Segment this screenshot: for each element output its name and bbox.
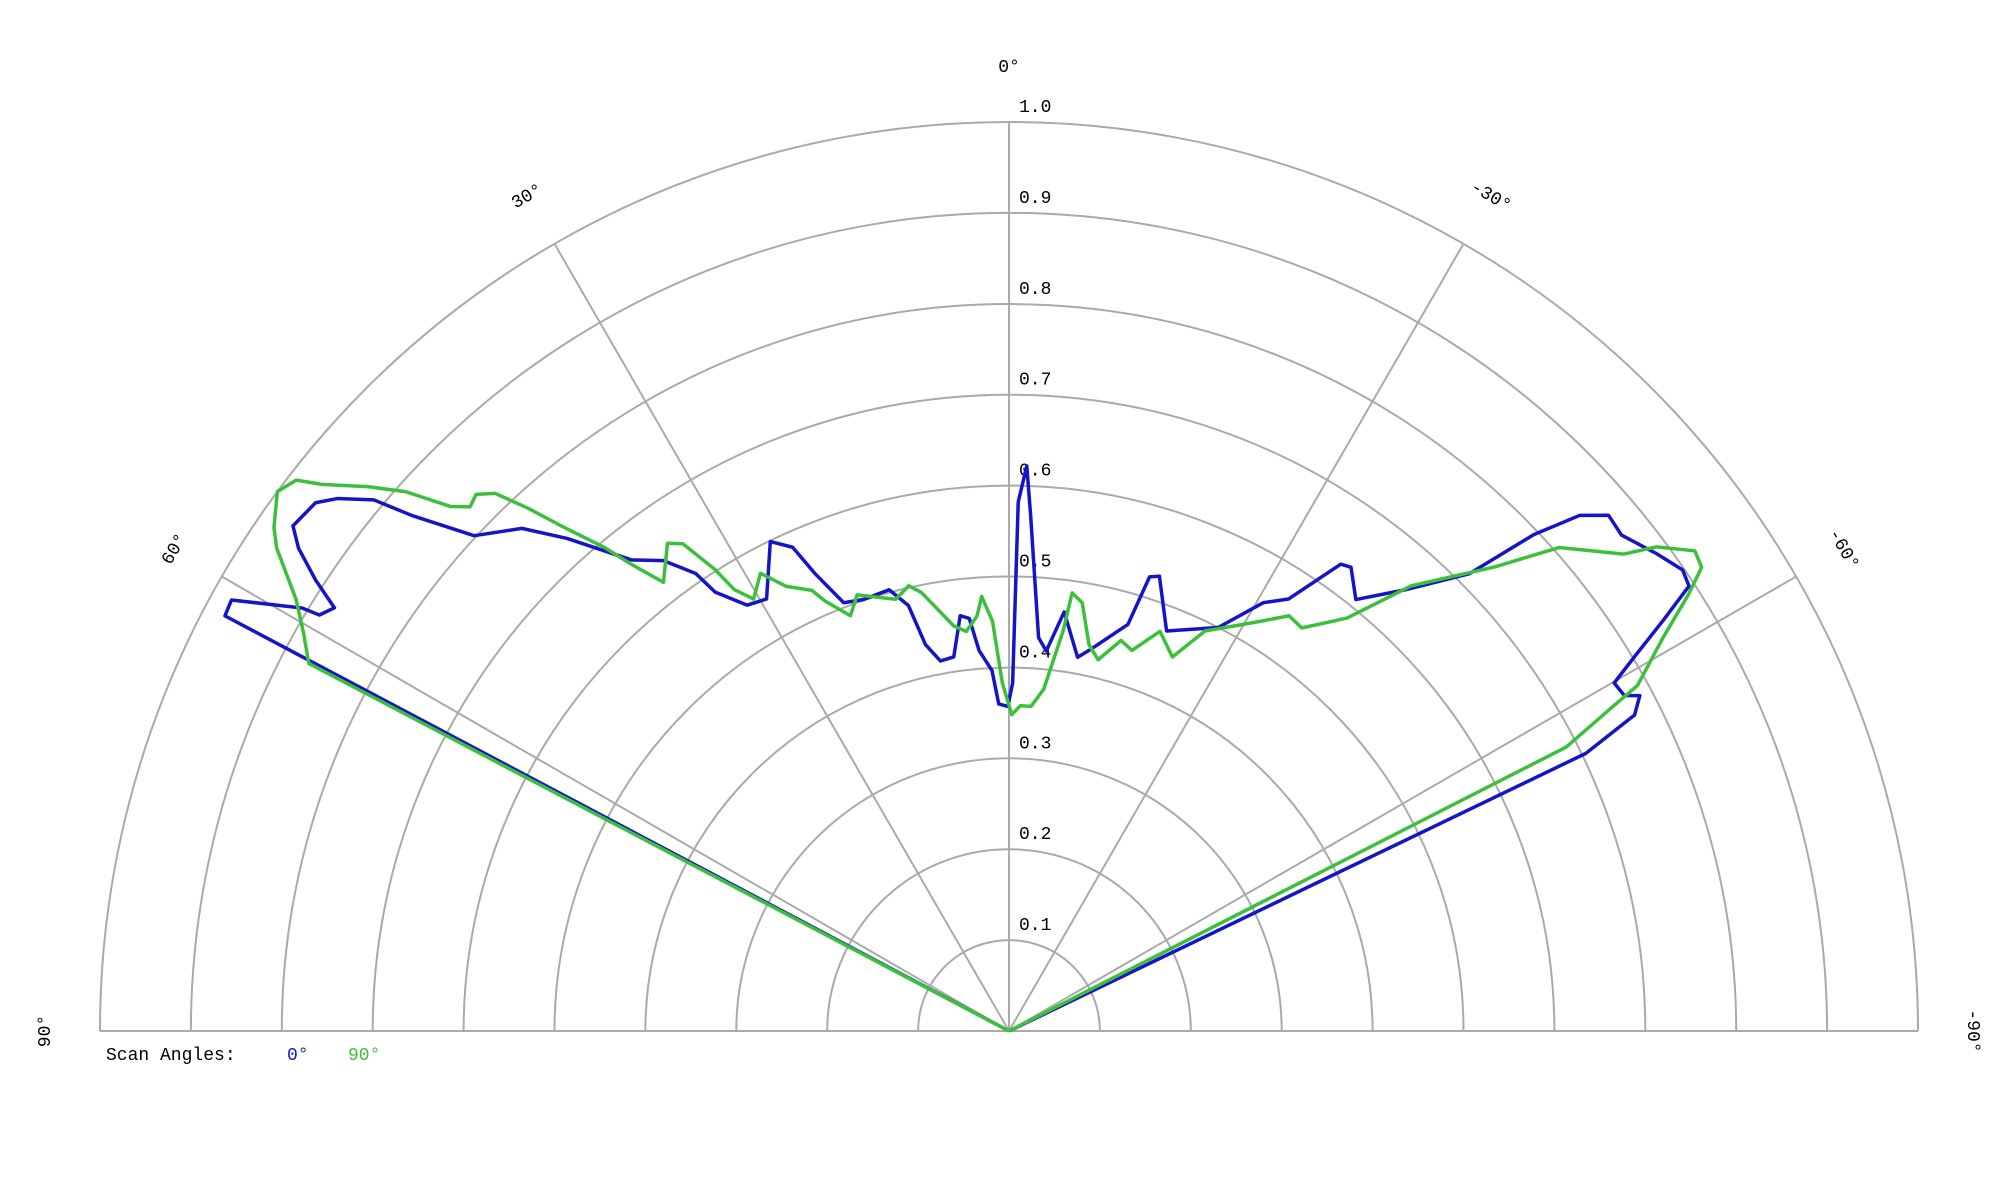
legend-entry: 0° <box>287 1046 309 1066</box>
r-tick-label: 1.0 <box>1019 98 1051 118</box>
grid-spoke <box>221 575 1010 1032</box>
series-line <box>223 464 1691 1033</box>
r-tick-label: 0.9 <box>1019 189 1051 209</box>
theta-tick-label: -90° <box>1962 1009 1982 1052</box>
legend-title: Scan Angles: <box>106 1046 236 1066</box>
theta-tick-label: -30° <box>1467 178 1514 217</box>
r-tick-label: 0.7 <box>1019 371 1051 391</box>
series-line <box>272 478 1704 1033</box>
grid-spoke <box>1008 243 1465 1032</box>
r-tick-label: 0.2 <box>1019 825 1051 845</box>
theta-tick-label: 60° <box>158 531 192 569</box>
theta-tick-label: 0° <box>998 58 1020 78</box>
theta-tick-label: 30° <box>509 180 547 214</box>
legend-entry: 90° <box>348 1046 380 1066</box>
theta-tick-label: -60° <box>1823 526 1862 573</box>
r-tick-label: 0.1 <box>1019 916 1051 936</box>
grid-spoke <box>1008 575 1797 1032</box>
r-tick-label: 0.8 <box>1019 280 1051 300</box>
grid-spoke <box>553 243 1010 1032</box>
theta-tick-label: 90° <box>36 1015 56 1047</box>
r-tick-label: 0.3 <box>1019 734 1051 754</box>
